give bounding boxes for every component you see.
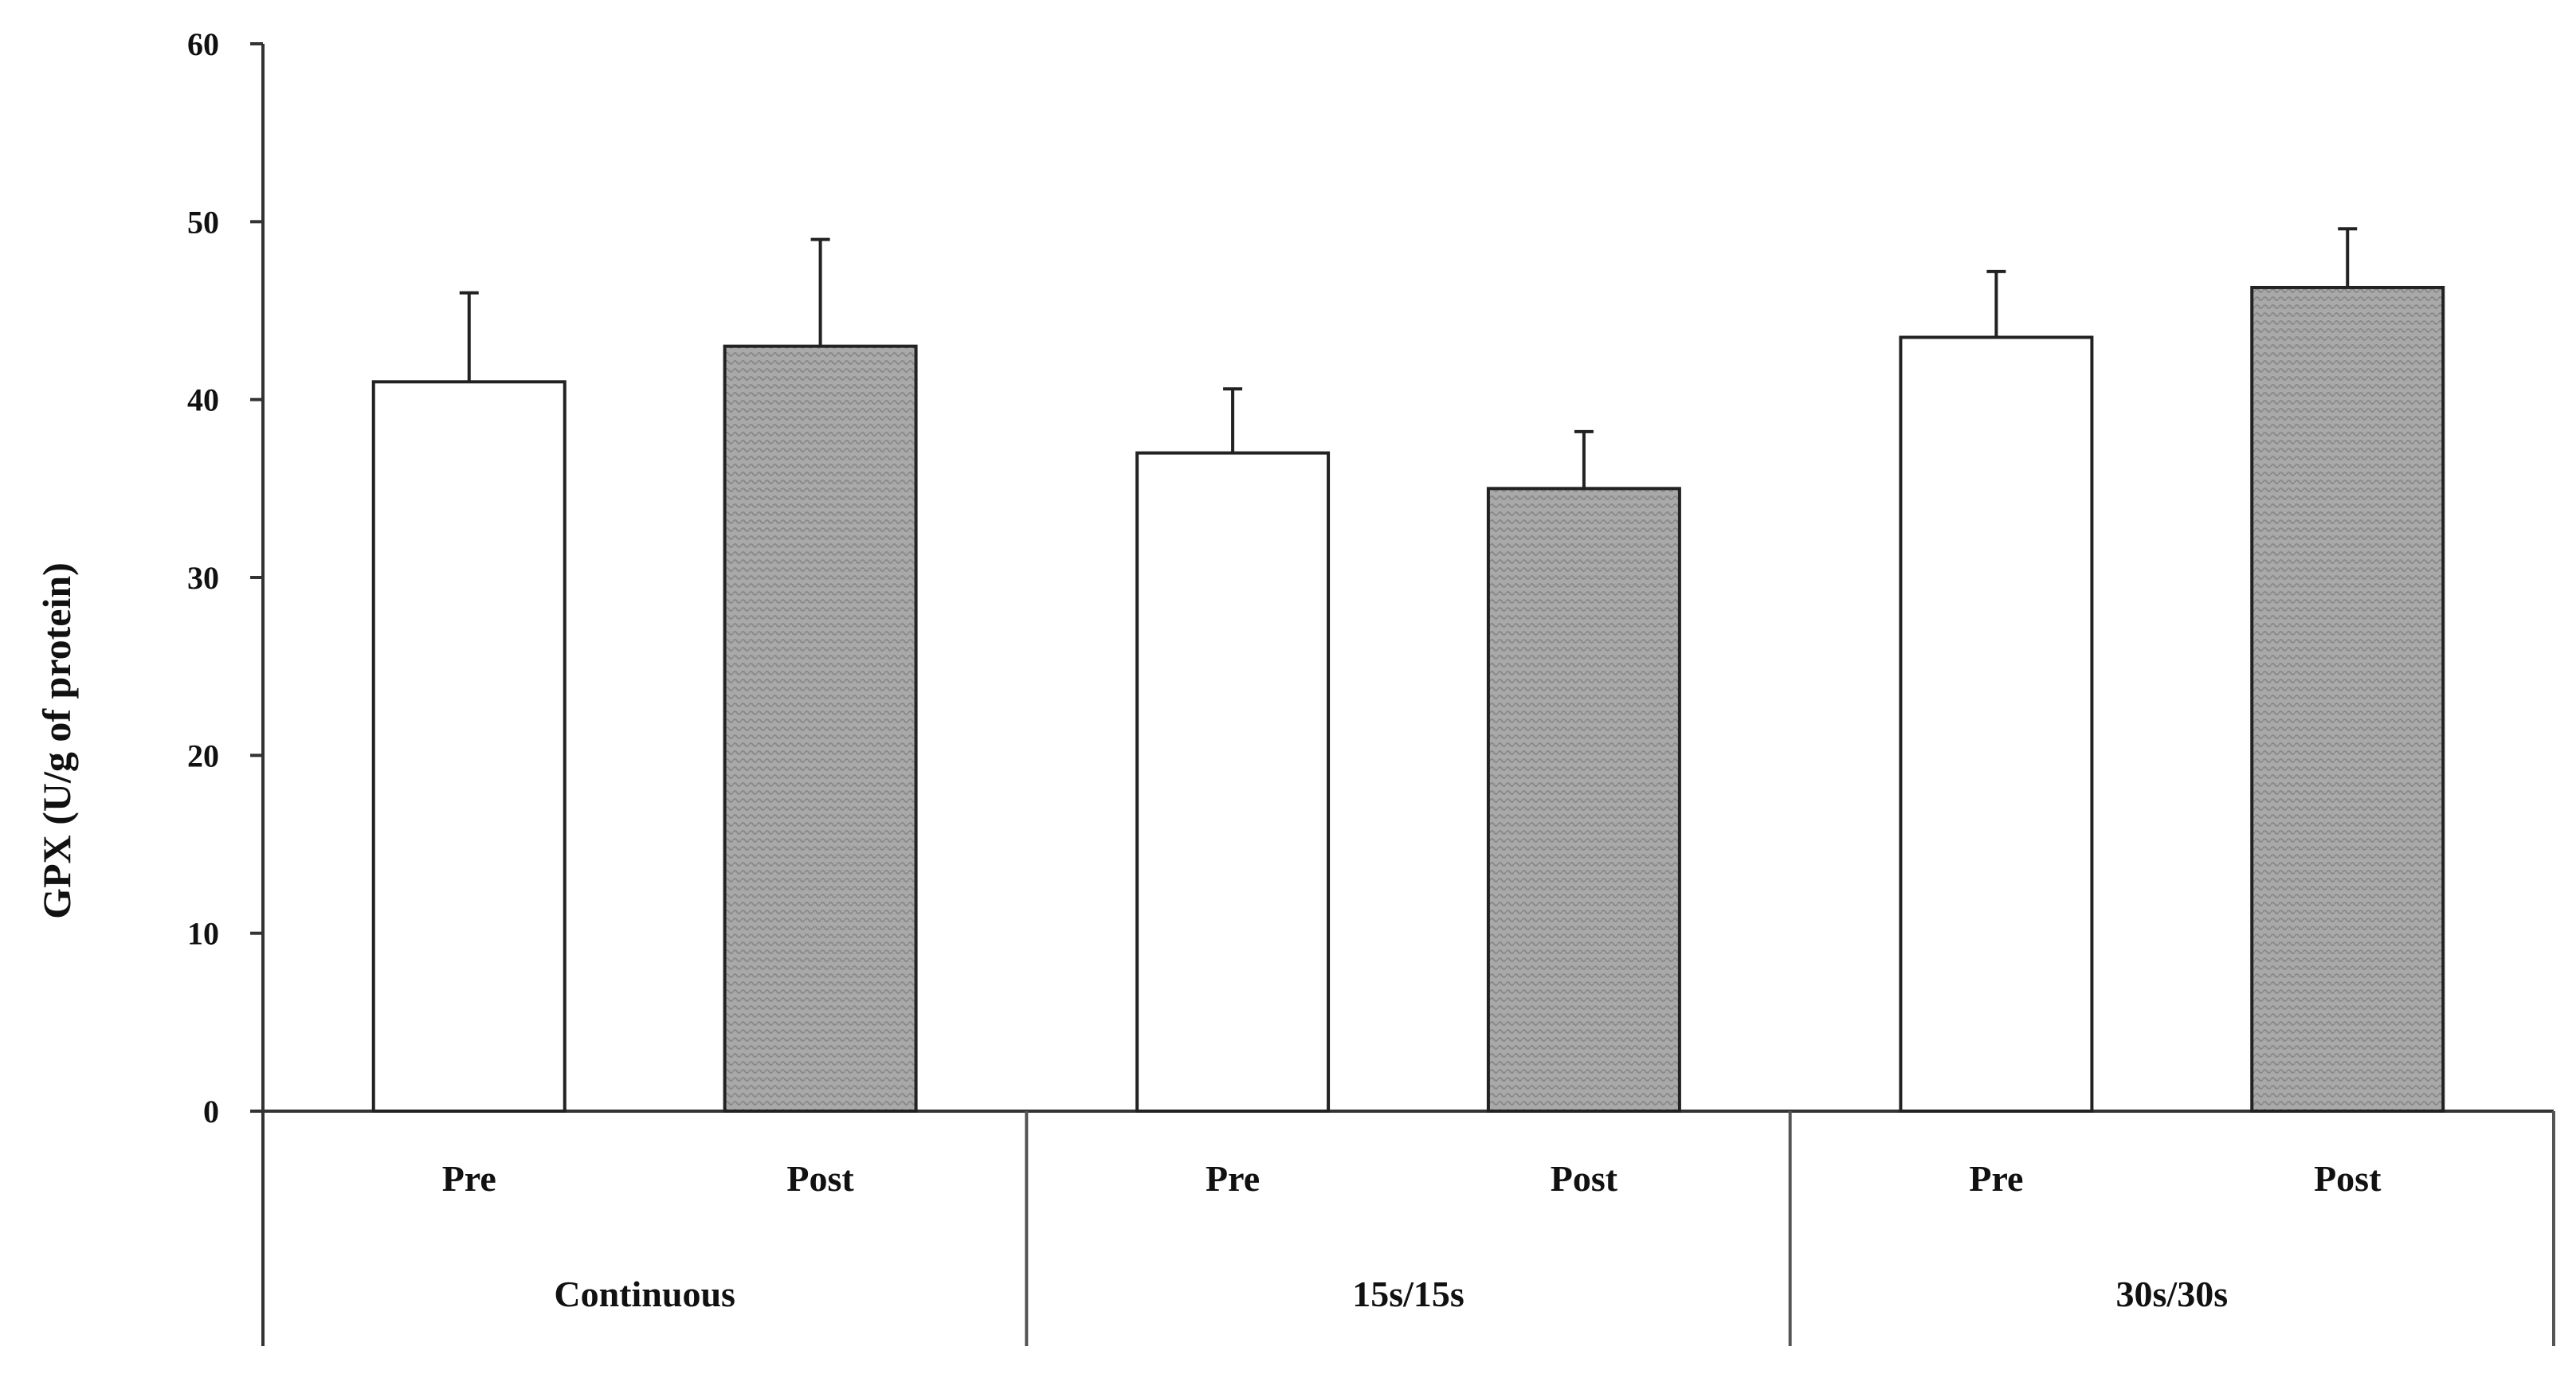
bar (2250, 285, 2445, 1113)
x-group-label: 15s/15s (1352, 1274, 1464, 1314)
x-category-label: Pre (1206, 1158, 1260, 1199)
bars (371, 227, 2445, 1114)
x-category-label: Pre (442, 1158, 496, 1199)
y-tick-label: 60 (187, 26, 219, 62)
y-tick-label: 40 (187, 382, 219, 418)
bar (371, 380, 567, 1114)
bar (1486, 487, 1681, 1113)
labels: 0 10 20 30 40 50 60 Pre Post Continuous Pre Post 15s… (187, 26, 2382, 1314)
y-axis-label: GPX (U/g of protein) (34, 562, 79, 919)
bar (1135, 451, 1331, 1113)
y-tick-label: 50 (187, 204, 219, 240)
x-category-label: Post (2314, 1158, 2382, 1199)
bar (1899, 335, 2094, 1113)
x-group-label: Continuous (554, 1274, 735, 1314)
y-tick-label: 0 (203, 1094, 219, 1129)
x-category-label: Post (786, 1158, 854, 1199)
axes (250, 42, 2555, 1346)
y-tick-label: 20 (187, 738, 219, 773)
x-category-label: Post (1551, 1158, 1618, 1199)
y-tick-label: 10 (187, 916, 219, 952)
x-category-label: Pre (1969, 1158, 2023, 1199)
bar (723, 344, 918, 1113)
y-tick-label: 30 (187, 560, 219, 596)
x-group-label: 30s/30s (2116, 1274, 2229, 1314)
